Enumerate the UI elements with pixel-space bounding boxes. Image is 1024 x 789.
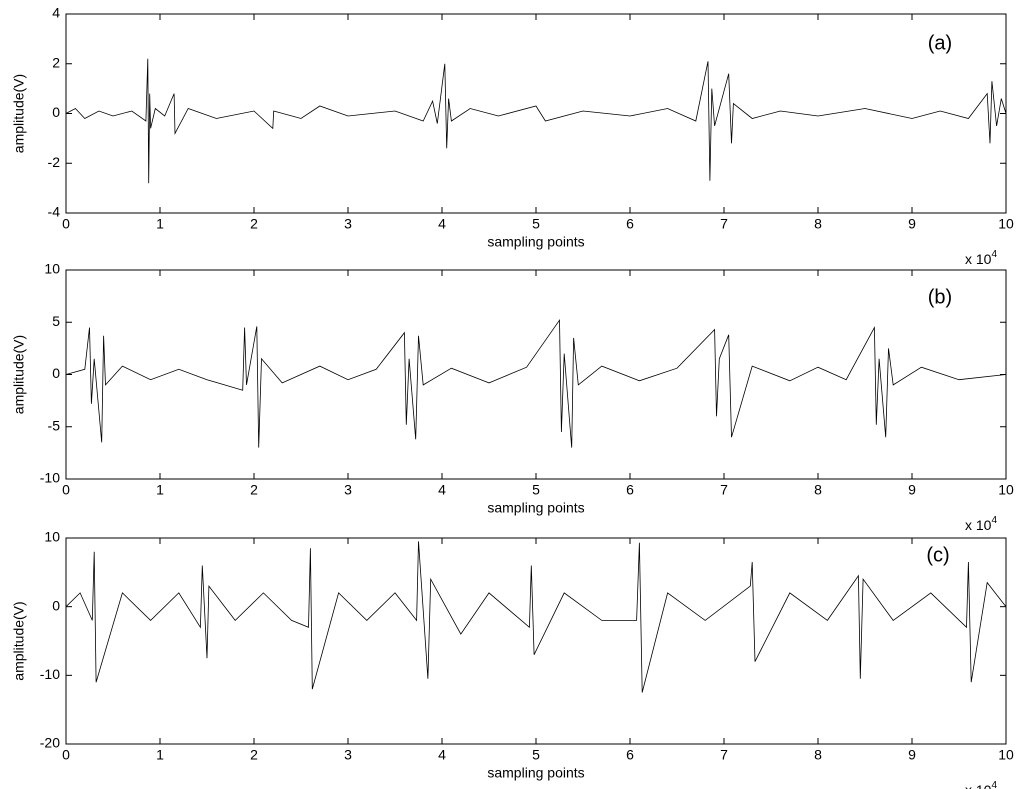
x-tick-label: 3 [344, 216, 352, 232]
x-scale-base: x 10 [965, 782, 992, 789]
y-tick-label: -10 [40, 666, 60, 682]
x-tick-label: 5 [532, 482, 540, 498]
y-tick-label: 10 [44, 529, 60, 545]
signal-line [65, 541, 1007, 693]
x-scale-base: x 10 [965, 517, 992, 533]
y-tick-label: -2 [48, 154, 61, 170]
x-tick-label: 2 [250, 747, 258, 763]
x-tick-label: 8 [814, 747, 822, 763]
x-scale-exponent: 4 [991, 515, 997, 526]
x-tick-label: 0 [62, 747, 70, 763]
x-scale-exponent: 4 [991, 249, 997, 260]
x-tick-label: 2 [250, 216, 258, 232]
y-axis-label: amplitude(V) [11, 74, 27, 153]
x-tick-label: 0 [62, 482, 70, 498]
x-scale-label: x 104 [965, 780, 997, 789]
signal-line [65, 58, 1007, 184]
plot-frame [65, 13, 1007, 214]
x-tick-label: 10 [998, 482, 1014, 498]
x-scale-label: x 104 [965, 249, 997, 267]
x-axis-label: sampling points [487, 765, 584, 781]
panel-annotation: (b) [928, 286, 952, 308]
y-tick-label: 0 [52, 365, 60, 381]
x-tick-label: 9 [908, 482, 916, 498]
x-tick-label: 4 [438, 216, 446, 232]
x-tick-label: 9 [908, 216, 916, 232]
x-tick-label: 1 [156, 482, 164, 498]
panel-annotation: (a) [928, 32, 952, 54]
x-scale-label: x 104 [965, 515, 997, 533]
y-tick-label: -4 [48, 204, 61, 220]
x-tick-label: 2 [250, 482, 258, 498]
x-tick-label: 7 [720, 747, 728, 763]
y-tick-label: -20 [40, 735, 60, 751]
x-scale-base: x 10 [965, 251, 992, 267]
x-tick-label: 0 [62, 216, 70, 232]
x-tick-label: 10 [998, 747, 1014, 763]
x-tick-label: 4 [438, 747, 446, 763]
y-axis-label: amplitude(V) [11, 601, 27, 680]
y-tick-label: 0 [52, 597, 60, 613]
y-axis-label: amplitude(V) [11, 335, 27, 414]
x-tick-label: 7 [720, 216, 728, 232]
x-axis-label: sampling points [487, 234, 584, 250]
x-tick-label: 3 [344, 482, 352, 498]
panel-annotation: (c) [926, 544, 949, 566]
plot-frame [65, 269, 1007, 480]
y-tick-label: 10 [44, 261, 60, 277]
y-tick-label: 4 [52, 5, 60, 21]
y-tick-label: 2 [52, 54, 60, 70]
x-tick-label: 1 [156, 747, 164, 763]
x-tick-label: 9 [908, 747, 916, 763]
x-tick-label: 8 [814, 216, 822, 232]
x-tick-label: 7 [720, 482, 728, 498]
x-tick-label: 10 [998, 216, 1014, 232]
y-tick-label: 0 [52, 104, 60, 120]
x-tick-label: 8 [814, 482, 822, 498]
x-tick-label: 5 [532, 747, 540, 763]
x-tick-label: 6 [626, 482, 634, 498]
x-tick-label: 1 [156, 216, 164, 232]
x-tick-label: 3 [344, 747, 352, 763]
x-scale-exponent: 4 [991, 780, 997, 789]
x-axis-label: sampling points [487, 500, 584, 516]
y-tick-label: -10 [40, 470, 60, 486]
plot-frame [65, 537, 1007, 745]
x-tick-label: 4 [438, 482, 446, 498]
x-tick-label: 6 [626, 216, 634, 232]
signal-line [65, 318, 1007, 448]
x-tick-label: 5 [532, 216, 540, 232]
y-tick-label: 5 [52, 313, 60, 329]
x-tick-label: 6 [626, 747, 634, 763]
y-tick-label: -5 [48, 417, 61, 433]
